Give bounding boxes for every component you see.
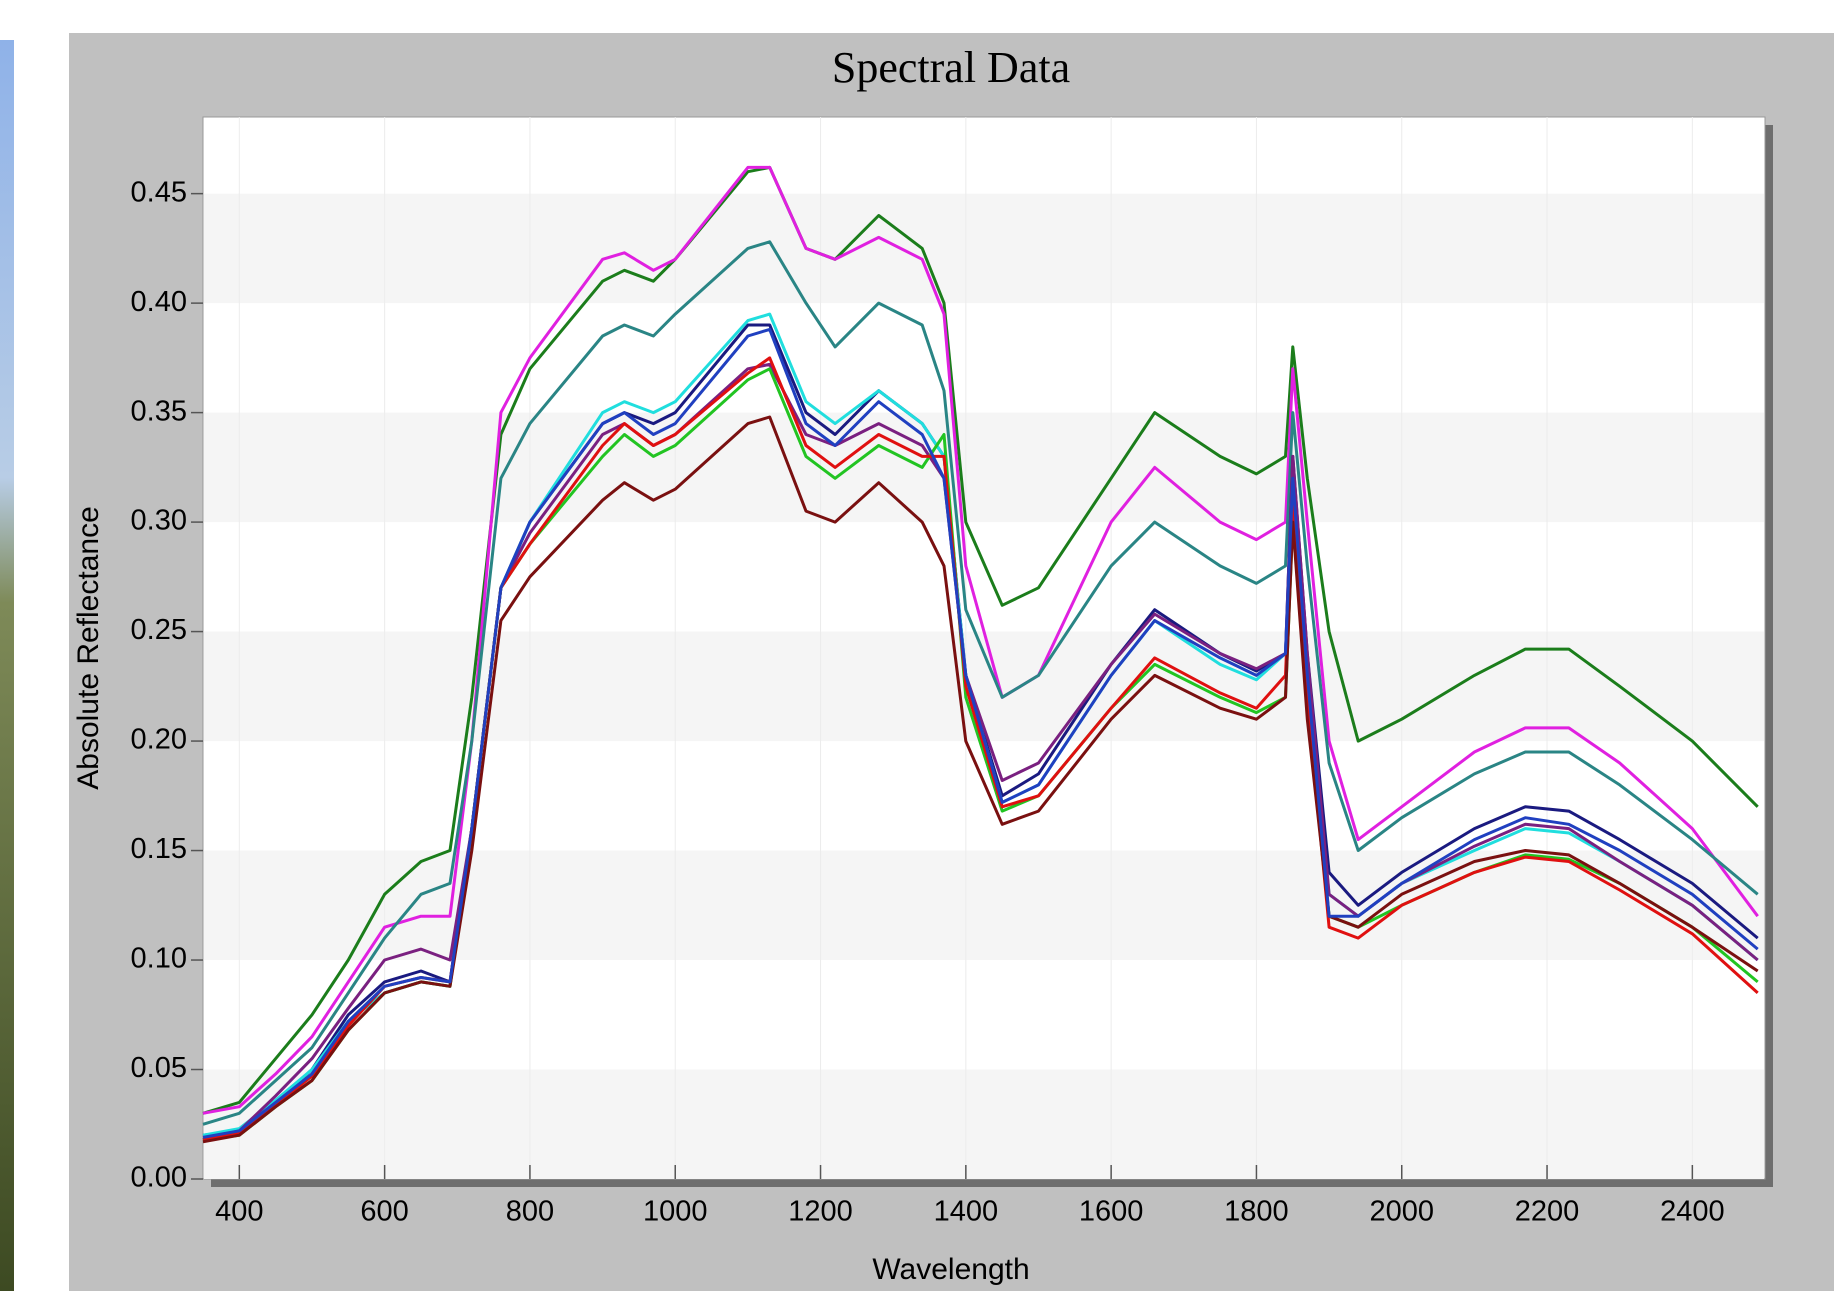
y-axis-label: Absolute Reflectance <box>72 506 105 790</box>
y-tick-label: 0.40 <box>131 286 187 318</box>
grid-band <box>204 1069 1764 1179</box>
x-tick-label: 2200 <box>1515 1196 1580 1228</box>
grid-band <box>204 850 1764 961</box>
y-tick-label: 0.20 <box>131 724 187 756</box>
spectrum-line <box>202 240 1759 1126</box>
spectrum-line <box>202 327 1759 1139</box>
grid-band <box>204 412 1764 523</box>
spectrum-line <box>202 165 1759 1115</box>
y-tick-label: 0.15 <box>131 833 187 865</box>
photo-strip <box>0 40 14 1291</box>
y-tick-label: 0.10 <box>131 943 187 975</box>
x-tick-label: 1200 <box>788 1196 853 1228</box>
x-axis-label: Wavelength <box>872 1253 1029 1286</box>
x-tick-label: 600 <box>360 1196 408 1228</box>
x-tick-label: 1400 <box>934 1196 999 1228</box>
x-tick-label: 400 <box>215 1196 263 1228</box>
x-tick-label: 2400 <box>1660 1196 1725 1228</box>
y-tick-label: 0.05 <box>131 1052 187 1084</box>
spectrum-line <box>202 415 1759 1144</box>
y-tick-label: 0.25 <box>131 614 187 646</box>
x-tick-label: 1800 <box>1224 1196 1289 1228</box>
grid-band <box>204 193 1764 304</box>
y-tick-label: 0.45 <box>131 176 187 208</box>
x-tick-label: 1000 <box>643 1196 708 1228</box>
y-tick-label: 0.00 <box>131 1162 187 1194</box>
spectrum-line <box>202 165 1759 1115</box>
chart-title: Spectral Data <box>832 43 1070 92</box>
x-tick-label: 800 <box>506 1196 554 1228</box>
x-tick-label: 1600 <box>1079 1196 1144 1228</box>
plot-layer <box>191 117 1764 1180</box>
x-tick-label: 2000 <box>1369 1196 1434 1228</box>
y-tick-label: 0.30 <box>131 505 187 537</box>
y-tick-label: 0.35 <box>131 395 187 427</box>
